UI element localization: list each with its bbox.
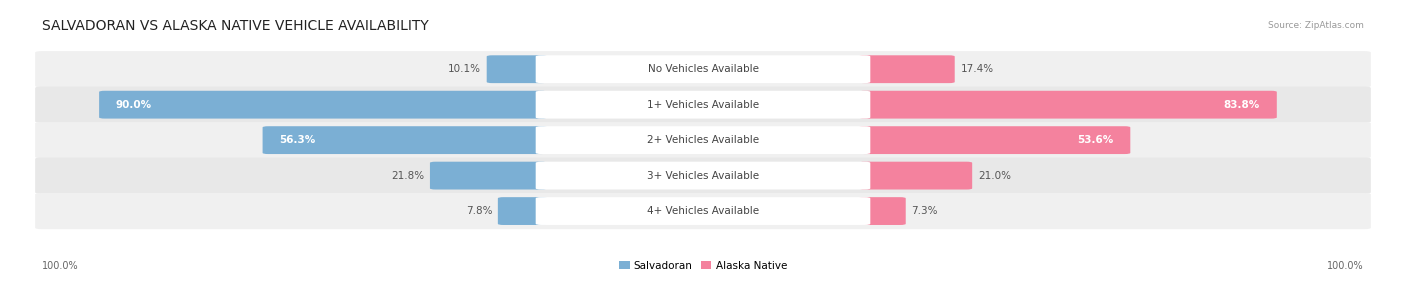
FancyBboxPatch shape bbox=[35, 87, 1371, 123]
Text: 56.3%: 56.3% bbox=[280, 135, 316, 145]
FancyBboxPatch shape bbox=[486, 55, 547, 83]
FancyBboxPatch shape bbox=[859, 197, 905, 225]
FancyBboxPatch shape bbox=[35, 193, 1371, 229]
FancyBboxPatch shape bbox=[859, 162, 972, 190]
FancyBboxPatch shape bbox=[859, 126, 1130, 154]
Text: 17.4%: 17.4% bbox=[960, 64, 994, 74]
FancyBboxPatch shape bbox=[35, 158, 1371, 194]
Text: 1+ Vehicles Available: 1+ Vehicles Available bbox=[647, 100, 759, 110]
FancyBboxPatch shape bbox=[536, 197, 870, 225]
FancyBboxPatch shape bbox=[536, 126, 870, 154]
Text: SALVADORAN VS ALASKA NATIVE VEHICLE AVAILABILITY: SALVADORAN VS ALASKA NATIVE VEHICLE AVAI… bbox=[42, 19, 429, 33]
Text: 53.6%: 53.6% bbox=[1077, 135, 1114, 145]
FancyBboxPatch shape bbox=[536, 162, 870, 190]
Text: 100.0%: 100.0% bbox=[42, 261, 79, 271]
FancyBboxPatch shape bbox=[536, 91, 870, 119]
FancyBboxPatch shape bbox=[35, 122, 1371, 158]
FancyBboxPatch shape bbox=[536, 55, 870, 83]
Text: 83.8%: 83.8% bbox=[1223, 100, 1260, 110]
Text: 21.0%: 21.0% bbox=[977, 171, 1011, 180]
Legend: Salvadoran, Alaska Native: Salvadoran, Alaska Native bbox=[614, 257, 792, 275]
FancyBboxPatch shape bbox=[859, 55, 955, 83]
FancyBboxPatch shape bbox=[263, 126, 547, 154]
Text: 4+ Vehicles Available: 4+ Vehicles Available bbox=[647, 206, 759, 216]
FancyBboxPatch shape bbox=[430, 162, 547, 190]
Text: 100.0%: 100.0% bbox=[1327, 261, 1364, 271]
Text: 7.8%: 7.8% bbox=[465, 206, 492, 216]
Text: 3+ Vehicles Available: 3+ Vehicles Available bbox=[647, 171, 759, 180]
Text: 21.8%: 21.8% bbox=[391, 171, 425, 180]
Text: No Vehicles Available: No Vehicles Available bbox=[648, 64, 758, 74]
FancyBboxPatch shape bbox=[498, 197, 547, 225]
FancyBboxPatch shape bbox=[98, 91, 547, 119]
Text: 2+ Vehicles Available: 2+ Vehicles Available bbox=[647, 135, 759, 145]
Text: 90.0%: 90.0% bbox=[117, 100, 152, 110]
Text: Source: ZipAtlas.com: Source: ZipAtlas.com bbox=[1268, 21, 1364, 30]
FancyBboxPatch shape bbox=[859, 91, 1277, 119]
Text: 7.3%: 7.3% bbox=[911, 206, 938, 216]
Text: 10.1%: 10.1% bbox=[449, 64, 481, 74]
FancyBboxPatch shape bbox=[35, 51, 1371, 87]
